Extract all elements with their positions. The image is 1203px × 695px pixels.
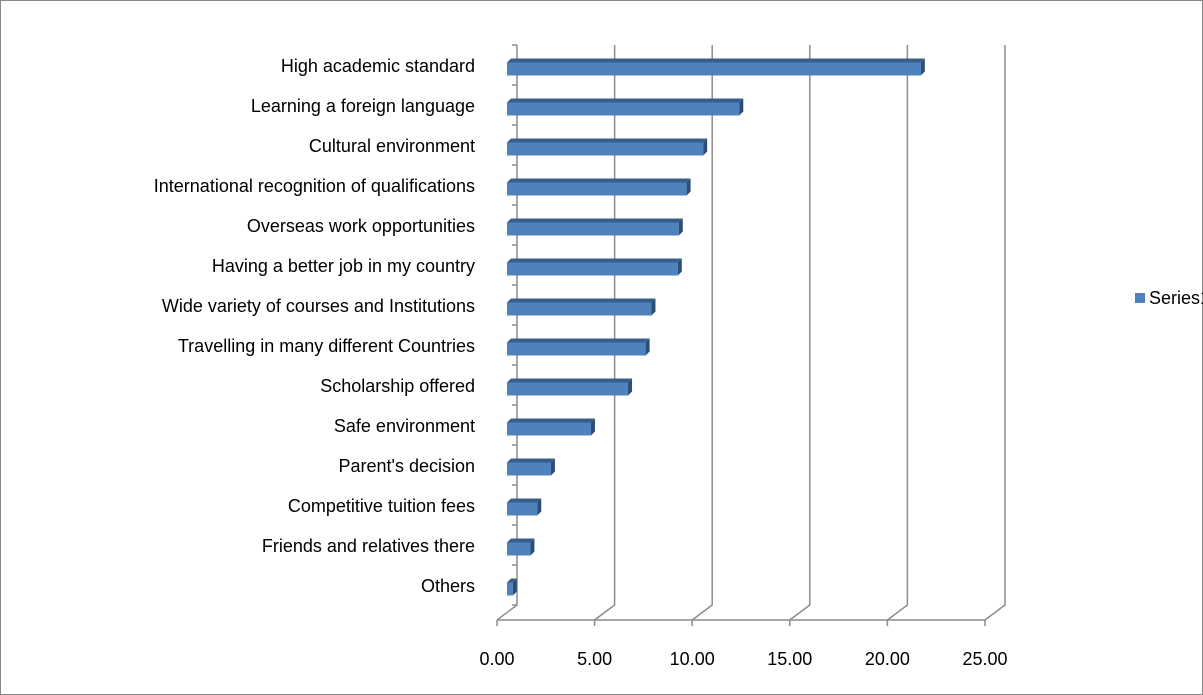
bar	[507, 382, 629, 396]
bar-side	[920, 58, 925, 76]
x-tick-label: 0.00	[479, 649, 514, 669]
legend-label: Series1	[1149, 288, 1203, 308]
bar-top	[507, 218, 683, 223]
bar-top	[507, 98, 744, 103]
bar	[507, 62, 921, 76]
bar-top	[507, 138, 708, 143]
bar-side	[628, 378, 633, 396]
bar-top	[507, 498, 542, 503]
bar-side	[651, 298, 656, 316]
bar-top	[507, 538, 535, 543]
bar-top	[507, 178, 691, 183]
bar-side	[590, 418, 595, 436]
bar-top	[507, 378, 633, 383]
bar-side	[678, 218, 683, 236]
bar-top	[507, 418, 595, 423]
bar-top	[507, 338, 650, 343]
bar-top	[507, 298, 656, 303]
bar-side	[739, 98, 744, 116]
x-tick-label: 5.00	[577, 649, 612, 669]
y-tick-label: Wide variety of courses and Institutions	[162, 296, 475, 316]
y-tick-label: International recognition of qualificati…	[154, 176, 475, 196]
grid-line	[984, 45, 1006, 621]
bar	[507, 582, 513, 596]
y-tick-label: Scholarship offered	[320, 376, 475, 396]
bar-top	[507, 578, 517, 583]
bar-top	[507, 458, 555, 463]
y-tick-label: Competitive tuition fees	[288, 496, 475, 516]
bar-side	[537, 498, 542, 516]
bar	[507, 142, 704, 156]
x-tick-label: 10.00	[670, 649, 715, 669]
y-tick-label: Cultural environment	[309, 136, 475, 156]
bar	[507, 262, 678, 276]
y-tick-label: Friends and relatives there	[262, 536, 475, 556]
bar-side	[550, 458, 555, 476]
x-tick-label: 20.00	[865, 649, 910, 669]
y-tick-label: Safe environment	[334, 416, 475, 436]
y-tick-label: Having a better job in my country	[212, 256, 475, 276]
x-tick-label: 15.00	[767, 649, 812, 669]
x-tick-label: 25.00	[962, 649, 1007, 669]
grid-line	[691, 45, 713, 621]
bar	[507, 462, 551, 476]
grid-line	[789, 45, 811, 621]
bar-side	[530, 538, 535, 556]
y-tick-label: Others	[421, 576, 475, 596]
bar	[507, 222, 679, 236]
legend-swatch	[1135, 293, 1145, 303]
bar-top	[507, 258, 682, 263]
y-tick-label: Overseas work opportunities	[247, 216, 475, 236]
bar	[507, 502, 538, 516]
bar	[507, 302, 652, 316]
bar-side	[512, 578, 517, 596]
bar-side	[645, 338, 650, 356]
bar-side	[686, 178, 691, 196]
bar	[507, 182, 687, 196]
y-tick-label: High academic standard	[281, 56, 475, 76]
y-tick-label: Learning a foreign language	[251, 96, 475, 116]
bar-top	[507, 58, 925, 63]
bar	[507, 422, 591, 436]
bar	[507, 102, 740, 116]
bar	[507, 342, 646, 356]
bar	[507, 542, 531, 556]
grid-line	[886, 45, 909, 621]
y-tick-label: Travelling in many different Countries	[178, 336, 475, 356]
bar-side	[703, 138, 708, 156]
bar-side	[677, 258, 682, 276]
y-tick-label: Parent's decision	[338, 456, 475, 476]
